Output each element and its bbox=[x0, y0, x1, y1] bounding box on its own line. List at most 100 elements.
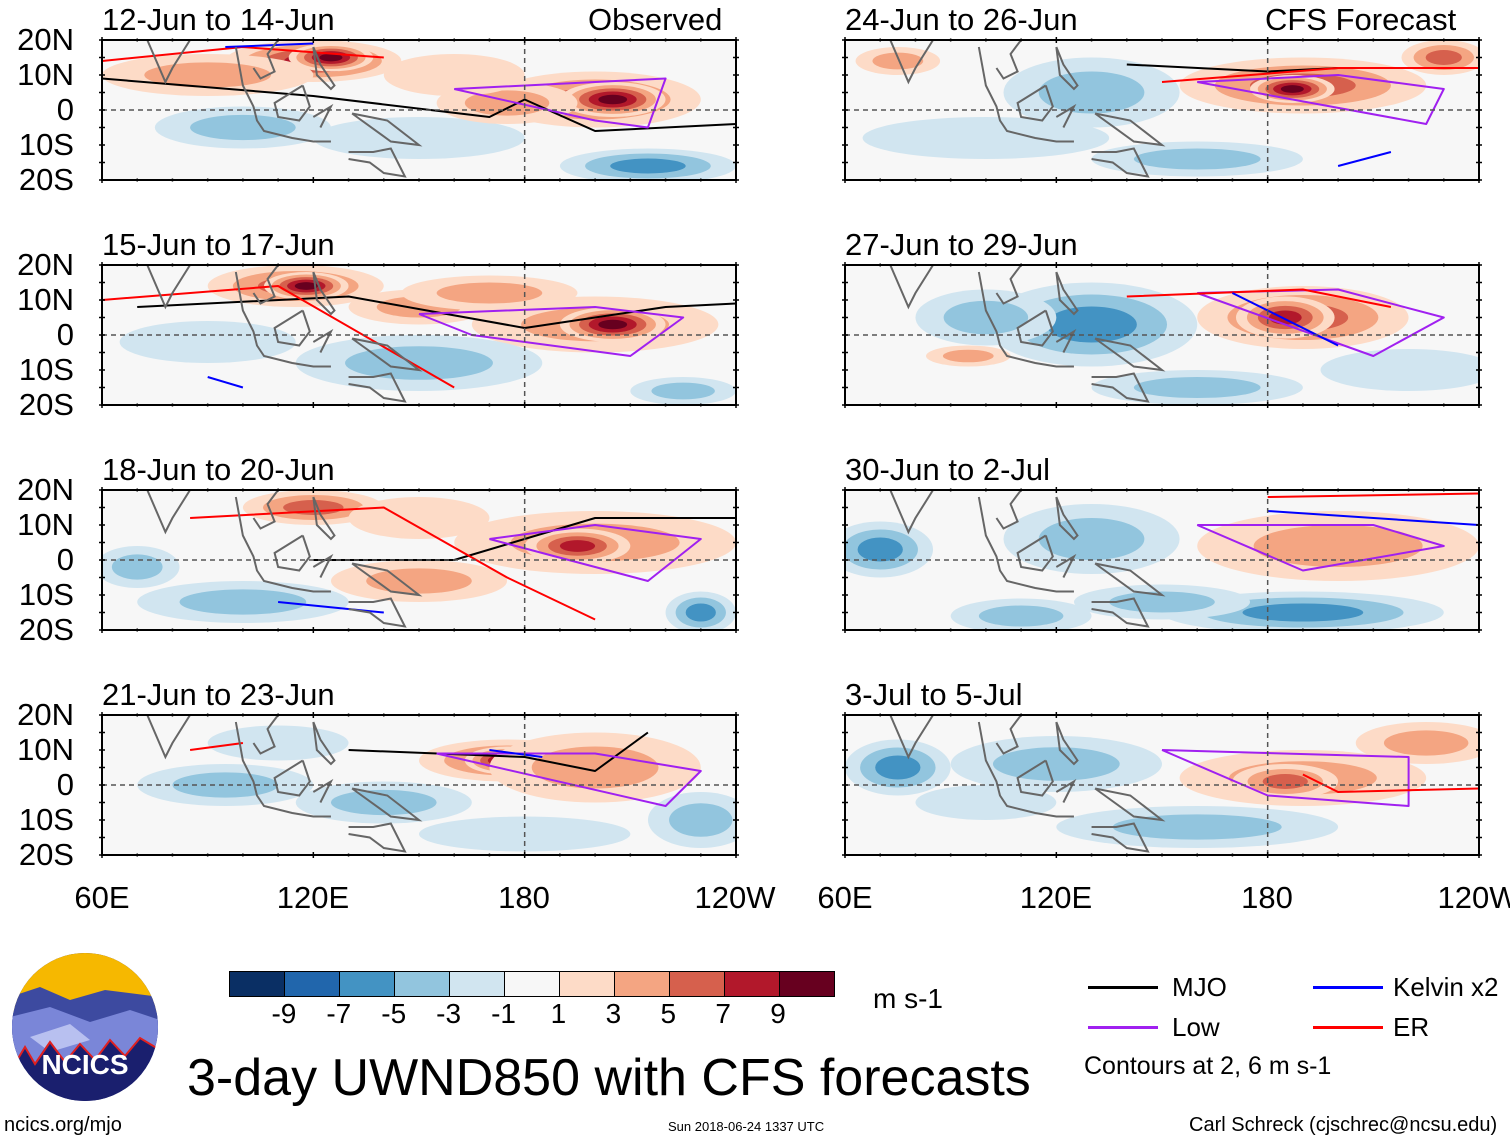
lat-label: 20N bbox=[17, 247, 74, 282]
lon-label: 120W bbox=[1437, 880, 1510, 915]
contour-line bbox=[225, 42, 314, 48]
lat-label: 20S bbox=[18, 837, 74, 872]
lat-label: 20S bbox=[18, 162, 74, 197]
wind-anomaly-blob bbox=[862, 117, 1110, 159]
lon-label: 60E bbox=[74, 880, 130, 915]
wind-anomaly-blob bbox=[915, 785, 1057, 820]
lon-label: 120E bbox=[1019, 880, 1093, 915]
colorbar-swatch bbox=[449, 972, 504, 996]
wind-anomaly-blob bbox=[1109, 591, 1215, 613]
map-canvas bbox=[842, 487, 1482, 633]
colorbar-units: m s-1 bbox=[873, 983, 943, 1014]
contours bbox=[889, 715, 1479, 853]
contour-line bbox=[102, 77, 736, 132]
lat-label: 10N bbox=[17, 282, 74, 317]
lat-label: 20N bbox=[17, 472, 74, 507]
map-panel bbox=[842, 487, 1482, 633]
wind-anomaly-blob bbox=[1133, 148, 1261, 170]
coastline bbox=[146, 40, 423, 178]
wind-anomaly-blob bbox=[348, 497, 490, 539]
coastline bbox=[146, 265, 423, 403]
legend-low-label: Low bbox=[1172, 1012, 1220, 1042]
coastline bbox=[889, 40, 1166, 178]
map-panel bbox=[99, 712, 739, 858]
lat-label: 0 bbox=[56, 767, 74, 802]
legend-mjo-line bbox=[1088, 986, 1158, 989]
wind-anomaly-blob bbox=[992, 747, 1120, 781]
wind-anomaly-blob bbox=[172, 772, 279, 798]
wind-anomaly-blob bbox=[857, 537, 903, 562]
colorbar-swatch bbox=[339, 972, 394, 996]
legend-kelvin-label: Kelvin x2 bbox=[1393, 972, 1499, 1002]
wind-anomaly-blob bbox=[1383, 730, 1469, 756]
wind-anomaly-blob bbox=[943, 300, 1029, 335]
lat-label: 10S bbox=[18, 802, 74, 837]
legend-er-line bbox=[1313, 1026, 1383, 1029]
map-canvas bbox=[842, 262, 1482, 408]
wind-anomaly-blob bbox=[610, 158, 686, 174]
panel-title: 24-Jun to 26-Jun bbox=[845, 2, 1078, 37]
panel-title: 18-Jun to 20-Jun bbox=[102, 452, 335, 487]
coastline bbox=[889, 490, 1166, 628]
map-panel bbox=[99, 37, 739, 183]
contours bbox=[102, 40, 736, 178]
legend-kelvin-line bbox=[1313, 986, 1383, 989]
lat-label: 20S bbox=[18, 612, 74, 647]
colorbar-label: -9 bbox=[271, 998, 297, 1029]
wind-anomaly-blob bbox=[313, 117, 525, 159]
wind-anomaly-blob bbox=[875, 755, 921, 780]
contours bbox=[889, 40, 1479, 178]
column-label-forecast: CFS Forecast bbox=[1265, 2, 1457, 37]
panel-title: 15-Jun to 17-Jun bbox=[102, 227, 335, 262]
wind-anomaly-blob bbox=[685, 603, 716, 622]
map-panel bbox=[99, 487, 739, 633]
author-credit: Carl Schreck (cjschrec@ncsu.edu) bbox=[1189, 1114, 1498, 1136]
wind-anomaly-blob bbox=[1038, 518, 1145, 560]
wind-anomaly-blob bbox=[111, 554, 163, 580]
wind-anomaly-blob bbox=[1133, 377, 1261, 398]
map-panel bbox=[842, 262, 1482, 408]
colorbar-swatch bbox=[779, 972, 834, 996]
colorbar-label: -1 bbox=[491, 998, 516, 1029]
wind-anomaly-blob bbox=[1280, 85, 1304, 93]
map-canvas bbox=[99, 262, 739, 408]
wind-anomaly-blob bbox=[1046, 306, 1137, 343]
lat-label: 10S bbox=[18, 352, 74, 387]
wind-anomaly-blob bbox=[330, 789, 437, 816]
panel-title: 12-Jun to 14-Jun bbox=[102, 2, 335, 37]
lat-label: 0 bbox=[56, 542, 74, 577]
legend-low-line bbox=[1088, 1026, 1158, 1029]
website-link[interactable]: ncics.org/mjo bbox=[4, 1114, 122, 1136]
wind-anomaly-blob bbox=[872, 52, 924, 70]
lon-label: 60E bbox=[817, 880, 873, 915]
lon-label: 180 bbox=[498, 880, 550, 915]
contour-line bbox=[1267, 492, 1479, 498]
lat-label: 20N bbox=[17, 22, 74, 57]
lon-label: 180 bbox=[1241, 880, 1293, 915]
anomaly-field bbox=[102, 490, 736, 630]
legend-er-label: ER bbox=[1393, 1012, 1430, 1042]
panel-title: 3-Jul to 5-Jul bbox=[845, 677, 1023, 712]
lat-label: 20S bbox=[18, 387, 74, 422]
colorbar-swatch bbox=[394, 972, 449, 996]
coastline bbox=[889, 265, 1166, 403]
wind-anomaly-blob bbox=[366, 568, 472, 594]
contour-line bbox=[1302, 773, 1479, 793]
colorbar-swatch bbox=[669, 972, 724, 996]
lat-label: 0 bbox=[56, 92, 74, 127]
wind-anomaly-blob bbox=[1320, 349, 1479, 391]
figure-title: 3-day UWND850 with CFS forecasts bbox=[187, 1049, 1031, 1107]
map-panel bbox=[99, 262, 739, 408]
lon-label: 120W bbox=[694, 880, 776, 915]
coastline bbox=[146, 715, 423, 853]
contour-line bbox=[436, 752, 702, 807]
wind-anomaly-blob bbox=[319, 53, 343, 62]
colorbar-label: -5 bbox=[381, 998, 407, 1029]
contours bbox=[146, 715, 702, 853]
wind-anomaly-blob bbox=[1112, 814, 1282, 840]
wind-anomaly-blob bbox=[1242, 603, 1364, 622]
contour-line bbox=[1161, 749, 1410, 807]
contour-line bbox=[1161, 67, 1479, 83]
lat-label: 10N bbox=[17, 57, 74, 92]
ncics-logo: NCICS bbox=[10, 952, 160, 1102]
